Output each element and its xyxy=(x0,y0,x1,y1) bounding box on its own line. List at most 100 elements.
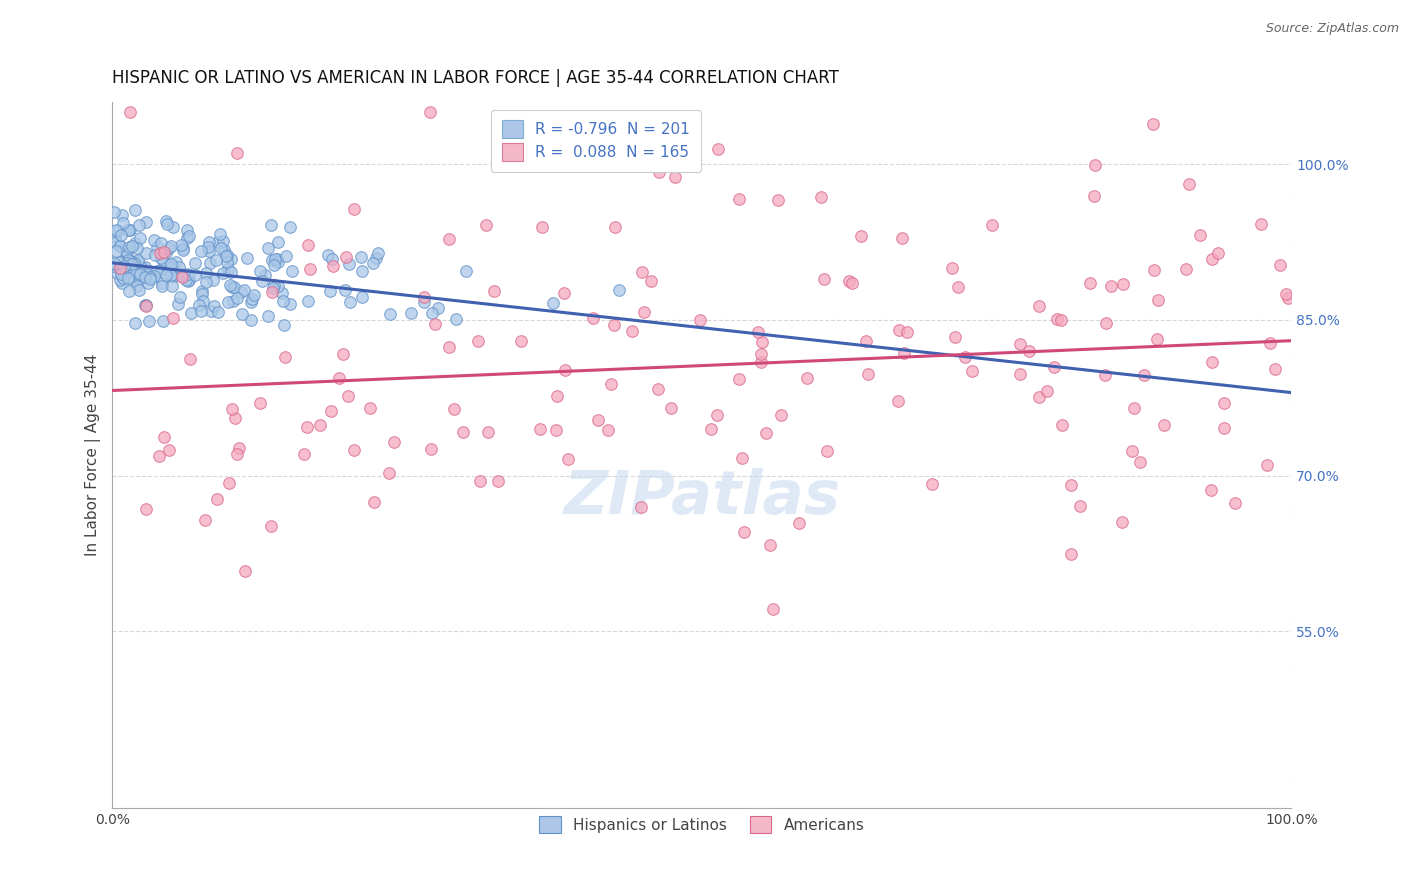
Point xyxy=(621,324,644,338)
Point xyxy=(202,273,225,287)
Point xyxy=(128,283,150,297)
Point xyxy=(602,318,624,332)
Point xyxy=(162,311,184,326)
Point xyxy=(179,352,201,367)
Point xyxy=(124,264,146,278)
Point xyxy=(115,244,138,258)
Point xyxy=(167,260,190,274)
Point xyxy=(815,443,838,458)
Point xyxy=(1178,177,1201,191)
Point xyxy=(263,258,285,272)
Point xyxy=(152,253,174,268)
Point xyxy=(759,537,782,551)
Point xyxy=(104,229,127,244)
Point xyxy=(530,219,553,234)
Point xyxy=(177,274,200,288)
Point xyxy=(152,276,174,290)
Point xyxy=(142,233,165,247)
Point xyxy=(118,223,141,237)
Point xyxy=(149,235,172,250)
Point xyxy=(1028,390,1050,404)
Point xyxy=(160,268,183,283)
Point xyxy=(146,264,169,278)
Point xyxy=(382,434,405,449)
Point xyxy=(257,241,280,255)
Point xyxy=(134,269,156,284)
Point xyxy=(454,264,477,278)
Point xyxy=(630,265,652,279)
Point xyxy=(232,283,254,297)
Point xyxy=(529,422,551,436)
Point xyxy=(194,275,217,289)
Point xyxy=(1028,299,1050,313)
Point xyxy=(260,519,283,533)
Point xyxy=(214,249,236,263)
Point xyxy=(135,246,157,260)
Point xyxy=(856,367,879,381)
Point xyxy=(851,229,873,244)
Point xyxy=(156,217,179,231)
Point xyxy=(336,389,359,403)
Point xyxy=(170,268,193,282)
Point xyxy=(143,248,166,262)
Point xyxy=(426,301,449,315)
Point xyxy=(124,203,146,218)
Point xyxy=(160,260,183,274)
Point xyxy=(361,256,384,270)
Point xyxy=(308,418,330,433)
Point xyxy=(260,285,283,300)
Point xyxy=(105,224,128,238)
Point xyxy=(108,238,131,252)
Point xyxy=(1049,313,1071,327)
Point xyxy=(467,334,489,348)
Point xyxy=(211,234,233,248)
Point xyxy=(157,442,180,457)
Point xyxy=(297,420,319,434)
Point xyxy=(281,263,304,277)
Point xyxy=(339,295,361,310)
Point xyxy=(215,255,238,269)
Point xyxy=(128,265,150,279)
Point xyxy=(226,447,249,461)
Point xyxy=(135,502,157,516)
Point xyxy=(118,223,141,237)
Point xyxy=(191,284,214,298)
Point xyxy=(596,423,619,437)
Point xyxy=(228,441,250,455)
Point xyxy=(152,314,174,328)
Point xyxy=(253,268,276,283)
Point xyxy=(554,363,576,377)
Point xyxy=(813,272,835,286)
Point xyxy=(263,278,285,293)
Point xyxy=(841,277,863,291)
Point xyxy=(1146,293,1168,307)
Y-axis label: In Labor Force | Age 35-44: In Labor Force | Age 35-44 xyxy=(86,353,101,556)
Point xyxy=(101,259,124,273)
Point xyxy=(110,267,132,281)
Point xyxy=(707,142,730,156)
Point xyxy=(135,298,157,312)
Point xyxy=(124,235,146,250)
Point xyxy=(1010,368,1032,382)
Point xyxy=(648,164,671,178)
Point xyxy=(101,257,124,271)
Point xyxy=(108,273,131,287)
Point xyxy=(439,232,461,246)
Point xyxy=(1256,458,1278,472)
Point xyxy=(139,272,162,286)
Point xyxy=(546,389,568,403)
Point xyxy=(1213,421,1236,435)
Point xyxy=(128,268,150,282)
Point xyxy=(423,318,446,332)
Point xyxy=(148,450,170,464)
Point xyxy=(412,290,434,304)
Point xyxy=(1052,417,1074,432)
Point xyxy=(172,244,194,258)
Point xyxy=(887,323,910,337)
Point xyxy=(1268,258,1291,272)
Point xyxy=(475,218,498,232)
Point xyxy=(1018,344,1040,359)
Point xyxy=(117,223,139,237)
Point xyxy=(115,246,138,260)
Point xyxy=(953,350,976,364)
